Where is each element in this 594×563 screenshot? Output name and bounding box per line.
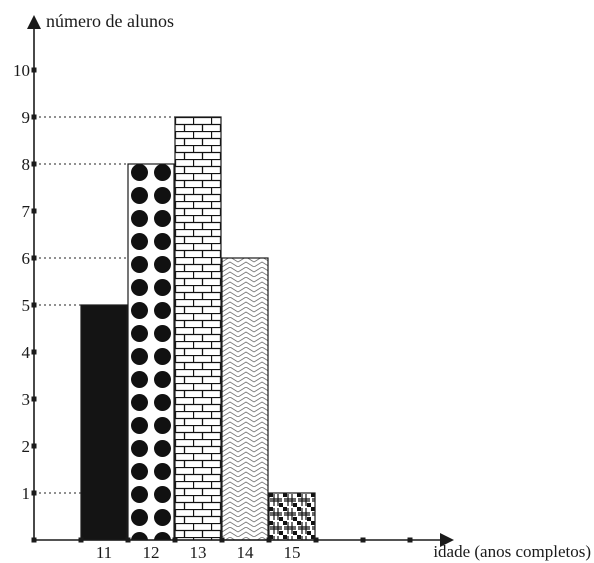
y-tick-label: 8 — [22, 155, 31, 174]
x-tick-mark — [31, 537, 37, 543]
x-tick-mark — [266, 537, 272, 543]
y-tick-mark — [31, 349, 37, 355]
x-tick-label: 12 — [143, 543, 160, 562]
y-tick-mark — [31, 255, 37, 261]
y-tick-mark — [31, 67, 37, 73]
x-axis-label: idade (anos completos) — [433, 542, 591, 561]
x-tick-mark — [219, 537, 225, 543]
y-axis-arrow-icon — [27, 15, 41, 29]
x-tick-mark — [407, 537, 413, 543]
y-tick-mark — [31, 114, 37, 120]
y-tick-mark — [31, 302, 37, 308]
x-tick-label: 14 — [237, 543, 255, 562]
y-tick-mark — [31, 396, 37, 402]
x-tick-labels: 11 12 13 14 15 — [96, 543, 301, 562]
axes — [27, 15, 454, 547]
x-tick-mark — [78, 537, 84, 543]
y-tick-labels: 1 2 3 4 5 6 7 8 9 10 — [13, 61, 31, 503]
bar-age-14 — [221, 257, 269, 541]
y-tick-label: 6 — [22, 249, 31, 268]
x-tick-label: 11 — [96, 543, 112, 562]
y-tick-mark — [31, 443, 37, 449]
y-tick-label: 5 — [22, 296, 31, 315]
bar-age-11 — [80, 304, 128, 541]
bars — [80, 116, 316, 541]
y-tick-label: 7 — [22, 202, 31, 221]
x-tick-mark — [172, 537, 178, 543]
y-tick-mark — [31, 161, 37, 167]
bar-age-13 — [174, 116, 222, 541]
y-tick-label: 10 — [13, 61, 30, 80]
bar-age-12 — [127, 163, 175, 541]
x-tick-mark — [360, 537, 366, 543]
y-tick-label: 9 — [22, 108, 31, 127]
bar-age-15 — [268, 492, 316, 541]
x-axis-arrow-icon — [440, 533, 454, 547]
y-tick-label: 4 — [22, 343, 31, 362]
y-tick-label: 2 — [22, 437, 31, 456]
y-tick-mark — [31, 490, 37, 496]
y-tick-label: 1 — [22, 484, 31, 503]
x-tick-mark — [313, 537, 319, 543]
y-tick-mark — [31, 208, 37, 214]
y-axis-label: número de alunos — [46, 11, 174, 31]
y-tick-label: 3 — [22, 390, 31, 409]
x-tick-mark — [125, 537, 131, 543]
x-axis-ticks — [31, 537, 413, 543]
y-axis-ticks — [31, 67, 37, 496]
x-tick-label: 15 — [284, 543, 301, 562]
x-tick-label: 13 — [190, 543, 207, 562]
